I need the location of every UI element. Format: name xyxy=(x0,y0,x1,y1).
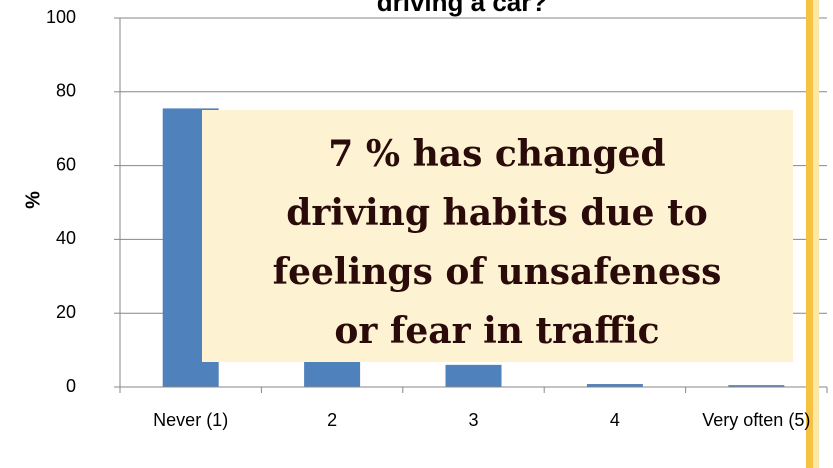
annotation-text: 7 % has changed xyxy=(328,133,665,175)
x-tick-label: 4 xyxy=(609,410,620,430)
annotation-box xyxy=(202,110,793,362)
annotation-text: feelings of unsafeness xyxy=(273,251,722,293)
stripe-light xyxy=(813,0,819,468)
y-tick-label: 60 xyxy=(56,154,76,174)
annotation-text: or fear in traffic xyxy=(334,310,659,352)
bar xyxy=(728,385,785,387)
y-tick-label: 20 xyxy=(56,302,76,322)
y-tick-label: 40 xyxy=(56,228,76,248)
bar xyxy=(445,364,502,387)
y-tick-label: 80 xyxy=(56,81,76,101)
x-tick-label: Very often (5) xyxy=(702,410,811,430)
y-tick-label: 100 xyxy=(46,7,76,27)
x-tick-label: 3 xyxy=(468,410,479,430)
chart-title: driving a car? xyxy=(377,0,548,17)
x-tick-label: Never (1) xyxy=(153,410,229,430)
x-tick-label: 2 xyxy=(327,410,338,430)
annotation-text: driving habits due to xyxy=(286,192,708,234)
y-tick-label: 0 xyxy=(66,376,76,396)
bar xyxy=(586,384,643,387)
y-axis-label: % xyxy=(22,191,44,209)
stripe xyxy=(806,0,813,468)
